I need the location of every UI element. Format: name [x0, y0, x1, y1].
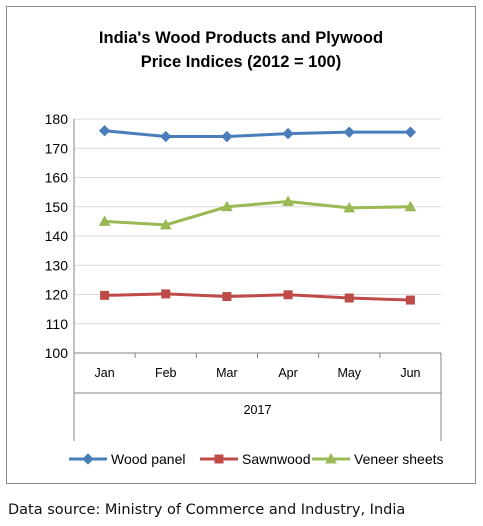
data-point-veneer-sheets-apr — [282, 195, 294, 206]
x-tick-label-apr: Apr — [278, 366, 297, 380]
data-point-veneer-sheets-may — [343, 201, 356, 213]
data-point-sawnwood-jun — [405, 295, 415, 305]
legend-label-veneer-sheets: Veneer sheets — [354, 451, 444, 467]
data-point-wood-panel-feb — [160, 130, 172, 143]
x-tick-label-mar: Mar — [216, 366, 238, 380]
series-line-sawnwood — [104, 292, 411, 302]
data-point-sawnwood-apr — [283, 290, 293, 300]
y-tick-label-140: 140 — [45, 228, 69, 244]
x-tick-label-feb: Feb — [155, 366, 177, 380]
data-point-sawnwood-jan — [100, 290, 110, 300]
x-tick-label-jun: Jun — [400, 366, 420, 380]
y-tick-label-100: 100 — [45, 345, 69, 361]
data-point-wood-panel-jun — [404, 126, 417, 138]
y-tick-label-120: 120 — [45, 287, 69, 303]
data-point-wood-panel-apr — [282, 127, 294, 140]
plot-area: 100 110 120 130 140 150 160 170 180 Jan Feb Mar Apr M… — [45, 111, 442, 441]
chart-frame: India's Wood Products and Plywood Price … — [6, 6, 476, 484]
data-source-note: Data source: Ministry of Commerce and In… — [8, 502, 406, 518]
chart-title-line-2: Price Indices (2012 = 100) — [141, 53, 341, 71]
legend-marker-wood-panel — [82, 453, 94, 465]
data-point-sawnwood-may — [344, 293, 354, 303]
data-point-sawnwood-feb — [161, 289, 171, 299]
data-point-veneer-sheets-jun — [404, 200, 417, 212]
data-point-wood-panel-jan — [98, 124, 111, 137]
y-tick-label-130: 130 — [45, 257, 69, 273]
data-point-wood-panel-may — [343, 126, 355, 138]
x-group-label: 2017 — [244, 403, 272, 417]
legend-marker-veneer-sheets — [325, 452, 337, 464]
y-tick-label-170: 170 — [45, 140, 69, 156]
line-chart: India's Wood Products and Plywood Price … — [45, 29, 444, 467]
data-point-veneer-sheets-mar — [221, 200, 233, 212]
chart-title-line-1: India's Wood Products and Plywood — [99, 29, 383, 47]
legend: Wood panel Sawnwood Veneer sheets — [69, 451, 444, 467]
data-point-veneer-sheets-feb — [159, 218, 172, 230]
x-tick-label-jan: Jan — [95, 366, 115, 380]
x-tick-label-may: May — [337, 366, 361, 380]
legend-label-sawnwood: Sawnwood — [242, 451, 311, 467]
legend-label-wood-panel: Wood panel — [111, 451, 185, 467]
data-point-wood-panel-mar — [221, 130, 233, 143]
y-tick-label-150: 150 — [45, 199, 69, 215]
series-line-wood-panel — [104, 129, 411, 139]
y-tick-label-160: 160 — [45, 170, 69, 186]
y-tick-label-110: 110 — [46, 316, 69, 332]
data-point-sawnwood-mar — [222, 292, 232, 302]
y-tick-label-180: 180 — [45, 111, 69, 127]
data-point-veneer-sheets-jan — [98, 215, 111, 226]
legend-marker-sawnwood — [214, 454, 224, 464]
series-line-veneer-sheets — [104, 199, 411, 227]
